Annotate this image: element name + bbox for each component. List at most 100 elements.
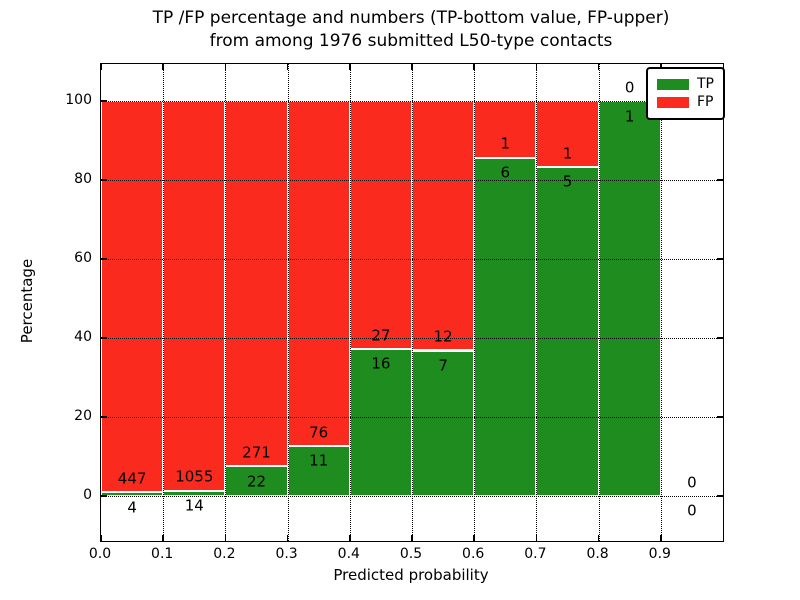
y-tick-mark	[101, 100, 107, 102]
legend: TP FP	[646, 67, 725, 120]
x-tick-mark-top	[224, 64, 227, 70]
x-tick-label: 0.8	[586, 546, 609, 562]
y-tick-mark-right	[717, 179, 723, 181]
legend-swatch-tp	[657, 79, 689, 90]
x-axis-label: Predicted probability	[333, 566, 489, 584]
x-tick-mark	[411, 535, 413, 541]
x-tick-label: 0.6	[462, 546, 485, 562]
fp-count-label: 76	[309, 423, 329, 442]
x-tick-label: 0.3	[275, 546, 298, 562]
x-tick-mark	[349, 535, 351, 541]
x-tick-mark	[286, 535, 289, 541]
x-gridline	[163, 64, 165, 541]
bar-segment-tp	[536, 166, 599, 496]
x-tick-label: 0.4	[337, 546, 360, 562]
legend-item-label: TP	[697, 76, 714, 92]
x-tick-label: 0.2	[213, 546, 236, 562]
y-tick-label: 0	[83, 486, 92, 503]
tp-count-label: 6	[500, 163, 511, 182]
bar-segment-fp	[412, 101, 475, 351]
fp-count-label: 271	[242, 443, 271, 462]
x-tick-label: 0.9	[648, 546, 671, 562]
tp-count-label: 1	[624, 107, 635, 126]
x-tick-mark	[660, 535, 662, 541]
y-tick-mark-right	[717, 495, 723, 497]
x-tick-mark-top	[286, 64, 289, 70]
x-gridline	[349, 64, 351, 541]
bar-segment-fp	[536, 101, 599, 167]
chart-title-line2: from among 1976 submitted L50-type conta…	[209, 31, 613, 51]
x-gridline	[412, 64, 413, 541]
fp-count-label: 1	[562, 144, 573, 162]
x-tick-label: 0.5	[399, 546, 423, 562]
chart-title: TP /FP percentage and numbers (TP-bottom…	[100, 7, 722, 53]
bar-segment-fp	[101, 101, 164, 493]
x-tick-mark	[473, 535, 475, 541]
legend-swatch-fp	[657, 97, 689, 108]
tp-count-label: 5	[562, 172, 573, 191]
fp-count-label: 1055	[175, 467, 214, 486]
bar-segment-tp	[349, 349, 412, 496]
y-tick-label: 40	[74, 329, 92, 346]
bar-segment-tp	[101, 492, 164, 496]
legend-item: TP	[657, 77, 714, 92]
y-tick-label: 100	[65, 92, 92, 109]
y-tick-mark	[101, 258, 107, 260]
x-tick-mark	[100, 535, 102, 541]
tp-count-label: 11	[309, 451, 329, 470]
bar-segment-tp	[287, 446, 350, 496]
tp-count-label: 4	[127, 498, 137, 517]
bar-segment-tp	[225, 466, 288, 496]
tp-count-label: 14	[184, 496, 204, 515]
y-tick-mark	[101, 495, 107, 497]
bar-segment-tp	[412, 350, 475, 496]
x-tick-mark-top	[411, 64, 413, 70]
x-gridline	[225, 64, 227, 541]
x-tick-mark	[224, 535, 227, 541]
y-tick-label: 60	[74, 250, 92, 267]
x-tick-mark	[597, 535, 600, 541]
y-tick-mark	[101, 179, 107, 181]
y-tick-mark-right	[717, 416, 723, 418]
bar-segment-fp	[287, 101, 350, 447]
bar-segment-fp	[349, 101, 412, 350]
bar-segment-tp	[598, 101, 661, 496]
y-tick-label: 80	[74, 171, 92, 188]
x-tick-mark-top	[162, 64, 164, 70]
x-gridline	[598, 64, 600, 541]
fp-count-label: 1	[500, 134, 511, 153]
x-tick-mark-top	[473, 64, 475, 70]
bar-segment-fp	[225, 101, 288, 467]
fp-count-label: 27	[371, 326, 391, 345]
chart-title-line1: TP /FP percentage and numbers (TP-bottom…	[152, 8, 670, 28]
y-tick-label: 20	[74, 408, 92, 424]
bar-segment-tp	[474, 157, 537, 496]
y-tick-mark	[101, 337, 107, 339]
tp-count-label: 7	[438, 356, 448, 375]
x-tick-label: 0.1	[151, 546, 174, 562]
fp-count-label: 447	[117, 469, 147, 488]
legend-item: FP	[657, 95, 714, 110]
fp-count-label: 0	[687, 473, 697, 492]
y-tick-mark-right	[717, 337, 723, 339]
x-tick-mark-top	[597, 64, 600, 70]
x-tick-mark-top	[100, 64, 102, 70]
x-tick-mark	[162, 535, 164, 541]
y-tick-mark	[101, 416, 107, 418]
x-tick-label: 0.0	[88, 546, 112, 562]
x-tick-mark-top	[535, 64, 538, 70]
x-tick-label: 0.7	[524, 546, 547, 562]
fp-count-label: 0	[624, 78, 635, 97]
x-gridline	[474, 64, 476, 541]
y-tick-mark-right	[717, 258, 723, 260]
plot-area: 447 4 1055 14 271 22 76 11 27 16 12 7 1 6 1 5 0 1 0 0	[100, 63, 724, 542]
bar-segment-fp	[163, 101, 226, 491]
tp-count-label: 22	[246, 472, 267, 491]
x-gridline	[287, 64, 289, 541]
tp-count-label: 16	[371, 354, 391, 373]
x-tick-mark-top	[349, 64, 351, 70]
legend-item-label: FP	[697, 94, 714, 110]
x-gridline	[536, 64, 538, 541]
x-gridline	[660, 64, 662, 541]
